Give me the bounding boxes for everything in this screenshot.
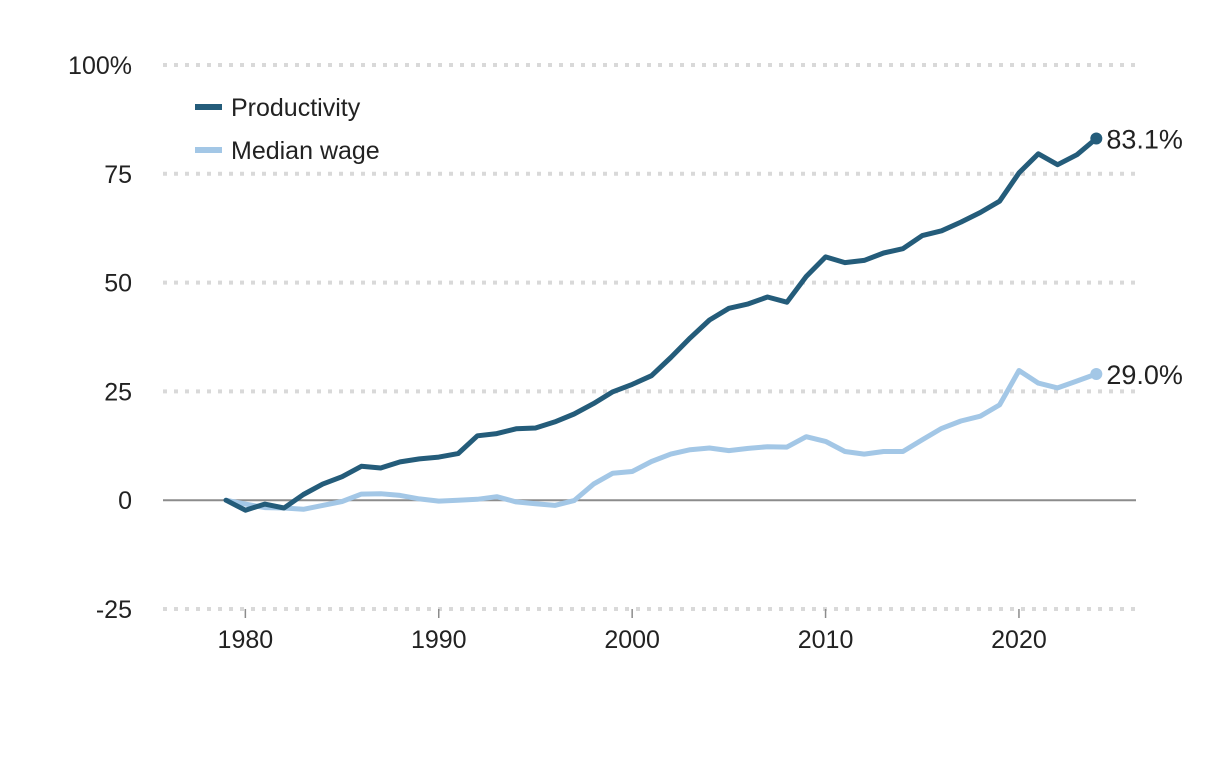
x-tick-label: 1990 bbox=[411, 626, 467, 654]
productivity-line bbox=[223, 136, 1099, 513]
legend: Productivity Median wage bbox=[195, 94, 380, 165]
productivity-end-label: 83.1% bbox=[1106, 125, 1183, 155]
x-tick-label: 2010 bbox=[798, 626, 854, 654]
productivity-end-point bbox=[1090, 132, 1103, 145]
x-tick-label: 2020 bbox=[991, 626, 1047, 654]
x-tick-label: 2000 bbox=[604, 626, 660, 654]
x-tick-label: 1980 bbox=[218, 626, 274, 654]
median-wage-line bbox=[223, 368, 1099, 512]
median-wage-end-label: 29.0% bbox=[1106, 360, 1183, 390]
axes: 100% 75 50 25 0 -25 1980 1990 2000 2010 2020 bbox=[68, 52, 1047, 654]
median-wage-legend-label: Median wage bbox=[231, 137, 380, 165]
series-lines: 29.0% 83.1% bbox=[223, 125, 1183, 513]
y-tick-label: 100% bbox=[68, 52, 132, 80]
y-tick-label: 0 bbox=[118, 487, 132, 515]
y-tick-label: -25 bbox=[96, 596, 132, 624]
y-tick-label: 25 bbox=[104, 378, 132, 406]
y-tick-label: 75 bbox=[104, 161, 132, 189]
y-tick-label: 50 bbox=[104, 270, 132, 298]
median-wage-end-point bbox=[1090, 367, 1103, 380]
productivity-legend-label: Productivity bbox=[231, 94, 361, 122]
gridlines bbox=[163, 63, 1136, 611]
